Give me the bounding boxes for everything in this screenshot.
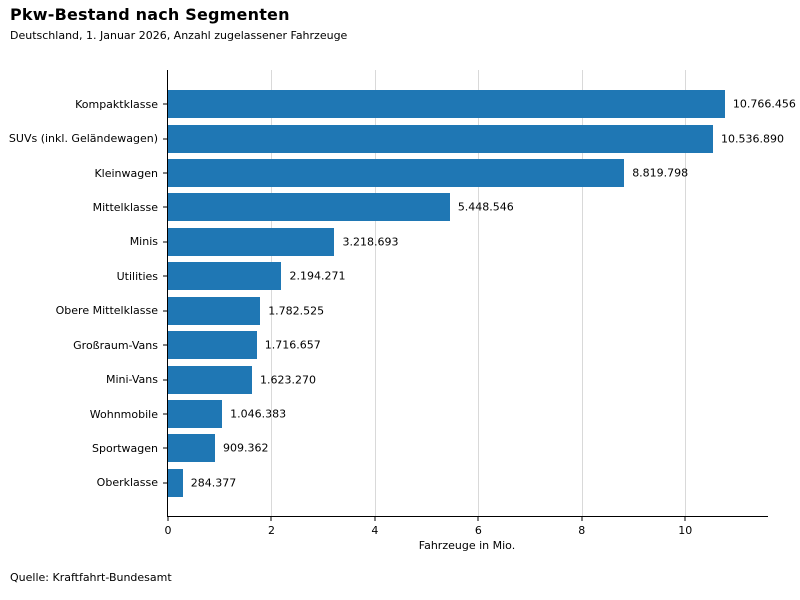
plot-area: 10.766.456 10.536.890 8.819.798 5.448.546 3.… (163, 70, 796, 537)
category-label: Großraum-Vans (73, 338, 158, 352)
bar-row: 1.782.525 (168, 294, 768, 328)
bar-row: 3.218.693 (168, 225, 768, 259)
bar-row: 10.536.890 (168, 121, 784, 155)
value-label: 1.716.657 (264, 338, 321, 352)
bar (168, 262, 282, 291)
bar-row: 10.766.456 (168, 87, 796, 121)
y-tick-mark (163, 379, 167, 381)
bar-row: 2.194.271 (168, 259, 768, 293)
bar (168, 159, 625, 188)
chart-title: Pkw-Bestand nach Segmenten (10, 5, 290, 24)
bars-container: 10.766.456 10.536.890 8.819.798 5.448.546 3.… (168, 87, 796, 500)
value-label: 1.623.270 (259, 373, 316, 387)
value-label: 1.782.525 (268, 304, 325, 318)
value-label: 284.377 (190, 476, 237, 490)
bar (168, 90, 725, 119)
bar-row: 1.046.383 (168, 397, 768, 431)
category-label: Mini-Vans (105, 373, 158, 387)
bar (168, 124, 713, 153)
y-tick-mark (163, 138, 167, 140)
category-label: Kleinwagen (94, 166, 158, 180)
gridline (685, 70, 687, 516)
bar (168, 331, 257, 360)
value-label: 8.819.798 (632, 166, 689, 180)
value-label: 909.362 (223, 441, 269, 455)
bar (168, 227, 335, 256)
category-label: Oberklasse (96, 476, 158, 490)
x-tick-mark (581, 517, 583, 521)
bar (168, 434, 216, 463)
category-label: Mittelklasse (92, 200, 158, 214)
category-label: SUVs (inkl. Geländewagen) (8, 132, 158, 146)
bar-row: 1.623.270 (168, 362, 768, 396)
y-tick-mark (163, 482, 167, 484)
value-label: 5.448.546 (457, 200, 514, 214)
gridline (271, 70, 273, 516)
category-label: Utilities (116, 269, 158, 283)
bar-row: 5.448.546 (168, 190, 768, 224)
gridlines (168, 70, 768, 516)
value-label: 10.536.890 (721, 132, 784, 146)
value-label: 3.218.693 (342, 235, 399, 249)
y-tick-mark (163, 206, 167, 208)
y-tick-mark (163, 344, 167, 346)
y-tick-mark (163, 275, 167, 277)
bar (168, 400, 223, 428)
x-tick-label: 0 (164, 524, 172, 537)
x-tick-label: 2 (267, 524, 275, 537)
category-label: Sportwagen (92, 441, 158, 455)
category-label: Obere Mittelklasse (55, 304, 158, 318)
bar (168, 193, 450, 222)
x-tick-label: 6 (474, 524, 482, 537)
y-axis-labels: Kompaktklasse SUVs (inkl. Geländewagen) Kl… (0, 87, 158, 500)
gridline (374, 70, 376, 516)
category-label: Kompaktklasse (75, 97, 158, 111)
x-axis-title: Fahrzeuge in Mio. (418, 539, 516, 552)
bar (168, 468, 183, 497)
source-note: Quelle: Kraftfahrt-Bundesamt (10, 571, 172, 584)
x-tick-mark (477, 517, 479, 521)
y-tick-mark (163, 172, 167, 174)
bar-row: 284.377 (168, 466, 768, 500)
y-tick-mark (163, 241, 167, 243)
value-label: 2.194.271 (289, 269, 346, 283)
x-tick-mark (270, 517, 272, 521)
gridline (478, 70, 480, 516)
gridline (581, 70, 583, 516)
x-tick-mark (684, 517, 686, 521)
category-label: Wohnmobile (89, 407, 158, 421)
bar (168, 296, 261, 325)
bar (168, 365, 252, 394)
x-tick-label: 4 (371, 524, 379, 537)
x-tick-mark (167, 517, 169, 521)
bar-row: 909.362 (168, 431, 768, 465)
y-tick-mark (163, 103, 167, 105)
bar-row: 8.819.798 (168, 156, 768, 190)
category-label: Minis (129, 235, 158, 249)
x-tick-mark (374, 517, 376, 521)
x-tick-label: 10 (678, 524, 693, 537)
y-tick-mark (163, 310, 167, 312)
value-label: 1.046.383 (230, 407, 287, 421)
x-tick-label: 8 (578, 524, 586, 537)
y-tick-mark (163, 413, 167, 415)
y-tick-mark (163, 447, 167, 449)
value-label: 10.766.456 (732, 97, 796, 111)
chart-subtitle: Deutschland, 1. Januar 2026, Anzahl zuge… (10, 29, 348, 42)
bar-row: 1.716.657 (168, 328, 768, 362)
